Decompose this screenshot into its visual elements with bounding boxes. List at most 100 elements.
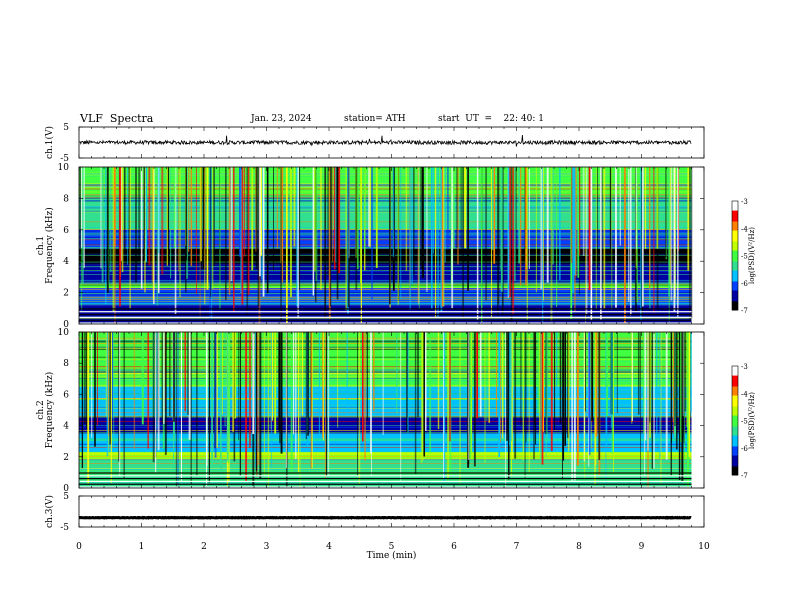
ch2-spectrogram-spheric [672, 332, 674, 423]
ch1-spectrogram-narrowband [79, 303, 692, 305]
ch1-colorbar-swatch [732, 233, 738, 237]
ch2-colorbar-label: log(PSD)(V²/Hz) [748, 392, 756, 449]
ch1-spectrogram-spheric [499, 167, 501, 271]
ch2-colorbar-swatch [732, 395, 738, 398]
ch2-spectrogram-spheric [576, 332, 579, 466]
ch2-spectrogram-narrowband [79, 470, 692, 472]
ch2-spectrogram-ytick-label: 0 [63, 484, 69, 494]
ch2-spectrogram-spheric [293, 332, 295, 435]
ch2-spectrogram-spheric [588, 332, 590, 419]
x-tick-label: 3 [264, 542, 270, 552]
ch1-spectrogram-spheric [585, 167, 587, 324]
ch1-spectrogram-spheric [258, 167, 261, 277]
ch2-spectrogram-lowfreq-line [79, 486, 692, 488]
ch1-spectrogram-spheric [435, 167, 437, 317]
ch1-spectrogram-narrowband [79, 207, 692, 209]
ch1-spectrogram-spheric [615, 167, 617, 308]
ch2-spectrogram-spheric [173, 332, 175, 422]
ch1-colorbar-swatch [732, 304, 738, 307]
ch1-spectrogram-spheric [281, 167, 284, 262]
ch1-spectrogram-spheric [123, 167, 126, 252]
ch2-spectrogram-spheric [591, 332, 594, 422]
ch2-spectrogram-lowfreq-line [79, 483, 692, 485]
ch1-spectrogram-spheric [233, 167, 235, 312]
ch1-spectrogram-spheric [106, 167, 109, 293]
ch1-spectrogram-spheric [413, 167, 415, 276]
ch1-spectrogram-spheric [121, 167, 124, 273]
ch1-spectrogram-spheric [230, 167, 233, 282]
ch1-spectrogram-spheric [187, 167, 190, 252]
ch1-colorbar-swatch [732, 246, 738, 249]
ch1-colorbar-tick-label: -4 [741, 225, 748, 233]
ch1-spectrogram-spheric [409, 167, 411, 311]
ch1-spectrogram-spheric [135, 167, 137, 283]
ch2-colorbar-tick-label: -4 [741, 390, 748, 398]
ch2-spectrogram-spheric [553, 332, 556, 430]
ch1-colorbar-swatch [732, 230, 738, 233]
ch2-colorbar-swatch [732, 442, 738, 445]
ch2-spectrogram-spheric [537, 332, 540, 413]
ch1-spectrogram-spheric [246, 167, 249, 314]
ch1-spectrogram-spheric [571, 167, 573, 264]
ch1-spectrogram-spheric [273, 167, 274, 271]
ch1-spectrogram-spheric [603, 167, 606, 309]
ch2-spectrogram-spheric [152, 332, 155, 463]
ch2-colorbar-swatch [732, 407, 738, 411]
chart-title: VLF Spectra [80, 112, 154, 125]
ch1-spectrogram-spheric [629, 167, 631, 316]
ch1-colorbar-swatch [732, 202, 738, 206]
ch1-spectrogram-spheric [315, 167, 318, 281]
ch2-spectrogram-spheric [216, 332, 218, 448]
ch1-colorbar: -3 -4 -5 -6 -7 log(PSD)(V²/Hz) [731, 198, 756, 315]
ch1-colorbar-swatch [732, 253, 738, 256]
ch1-colorbar-tick-label: -6 [741, 280, 748, 288]
ch2-colorbar-tick-label: -5 [741, 418, 748, 426]
ch2-spectrogram-narrowband [79, 447, 692, 448]
ch1-spectrogram-spheric [185, 167, 187, 261]
ch1-spectrogram-spheric [151, 167, 153, 282]
ch2-spectrogram-spheric [278, 332, 281, 431]
ch1-spectrogram-narrowband [79, 266, 692, 268]
ch2-spectrogram-spheric [226, 332, 229, 462]
ch2-spectrogram-narrowband [79, 432, 692, 434]
x-tick-label: 7 [514, 542, 520, 552]
ch2-spectrogram-spheric [422, 332, 424, 461]
ch2-colorbar-swatch [732, 460, 738, 463]
ch2-colorbar-swatch [732, 378, 738, 382]
ch2-spectrogram-spheric [671, 332, 673, 444]
ch1-spectrogram-narrowband [79, 293, 692, 294]
ch1-spectrogram-spheric [332, 167, 334, 262]
ch2-spectrogram-narrowband [79, 397, 692, 399]
ch2-spectrogram-narrowband [79, 389, 692, 391]
ch1-spectrogram-spheric [577, 167, 580, 278]
ch2-spectrogram-spheric [488, 332, 490, 423]
ch1-colorbar-swatch [732, 215, 738, 218]
ch1-spectrogram-narrowband [79, 183, 692, 185]
ch1-spectrogram-spheric [190, 167, 193, 267]
ch2-colorbar-swatch [732, 453, 738, 456]
ch2-spectrogram-spheric [649, 332, 651, 423]
ch1-spectrogram-spheric [397, 167, 399, 305]
ch2-spectrogram-spheric [573, 332, 576, 481]
ch2-spectrogram-spheric [476, 332, 479, 419]
ch1-spectrogram-ylabel: Frequency (kHz) [44, 207, 55, 284]
ch2-colorbar-swatch [732, 371, 738, 374]
ch2-spectrogram-narrowband [79, 421, 692, 422]
ch1-spectrogram-spheric [178, 167, 180, 271]
ch1-spectrogram-spheric [127, 167, 129, 265]
ch1-spectrogram-spheric [457, 167, 459, 265]
ch2-spectrogram-narrowband [79, 440, 692, 441]
ch3-voltage-ytick-label: 5 [63, 492, 69, 502]
ch1-spectrogram-spheric [619, 167, 621, 246]
ch1-spectrogram-ytick-label: 0 [63, 320, 69, 330]
ch1-spectrogram-spheric [497, 167, 499, 316]
ch2-colorbar: -3 -4 -5 -6 -7 log(PSD)(V²/Hz) [731, 363, 756, 480]
ch1-spectrogram-spheric [528, 167, 530, 270]
ch2-spectrogram-spheric [473, 332, 476, 467]
ch2-spectrogram-narrowband [79, 369, 692, 371]
ch1-spectrogram-spheric [656, 167, 659, 249]
ch2-spectrogram-narrowband [79, 468, 692, 469]
ch2-spectrogram-spheric [180, 332, 183, 482]
ch2-spectrogram-narrowband [79, 338, 692, 340]
ch1-spectrogram-spheric [83, 167, 85, 268]
